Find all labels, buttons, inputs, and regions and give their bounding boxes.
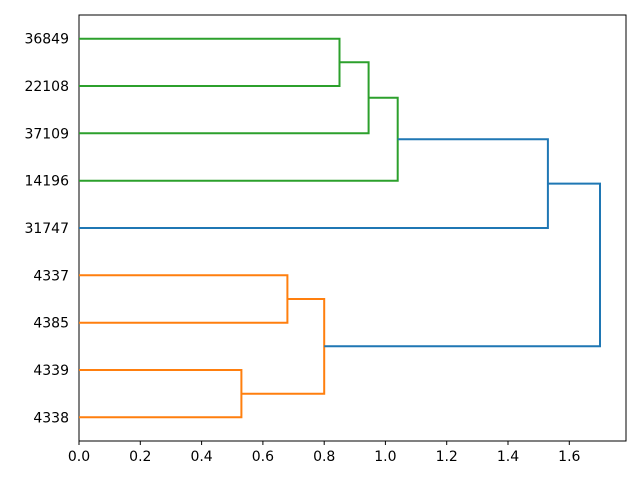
dendrogram-link-orange-1 (79, 274, 289, 324)
x-tick-label: 0.0 (68, 449, 90, 465)
dendrogram-links (79, 37, 601, 419)
x-tick-label: 1.2 (436, 449, 458, 465)
leaf-labels: 36849 22108 37109 14196 31747 4337 4385 4339 433… (24, 32, 69, 427)
x-tick-label: 1.6 (558, 449, 580, 465)
x-tick-label: 0.8 (313, 449, 335, 465)
x-tick-label: 1.4 (497, 449, 519, 465)
leaf-label: 22108 (24, 79, 69, 95)
leaf-label: 37109 (24, 126, 69, 142)
x-tick-label: 1.0 (374, 449, 396, 465)
dendrogram-link-orange-3 (241, 298, 326, 395)
x-tick-labels: 0.0 0.2 0.4 0.6 0.8 1.0 1.2 1.4 1.6 (68, 449, 581, 465)
x-tick-label: 0.2 (129, 449, 151, 465)
leaf-label: 4385 (33, 316, 69, 332)
dendrogram-link-green-3 (79, 96, 399, 182)
x-axis-ticks (78, 441, 570, 445)
leaf-label: 4337 (33, 268, 69, 284)
dendrogram-link-blue-1 (79, 138, 549, 229)
dendrogram-link-blue-root (324, 182, 601, 348)
leaf-label: 4338 (33, 410, 69, 426)
x-tick-label: 0.4 (190, 449, 212, 465)
dendrogram-link-green-2 (79, 61, 370, 135)
leaf-label: 31747 (24, 221, 69, 237)
dendrogram-link-green-1 (79, 37, 341, 87)
leaf-label: 14196 (24, 174, 69, 190)
leaf-label: 4339 (33, 363, 69, 379)
leaf-label: 36849 (24, 32, 69, 48)
x-tick-label: 0.6 (252, 449, 274, 465)
dendrogram-link-orange-2 (79, 369, 243, 419)
